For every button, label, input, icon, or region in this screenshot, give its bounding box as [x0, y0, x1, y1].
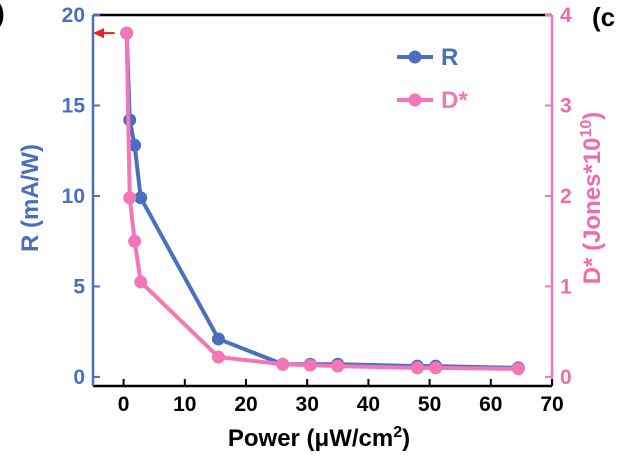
series-point-d-star	[429, 361, 443, 375]
x-tick-label: 70	[540, 393, 563, 416]
panel-mark: (c	[592, 2, 615, 32]
series-point-d-star	[120, 26, 134, 40]
x-tick-label: 60	[479, 393, 502, 416]
x-axis-title-end: )	[402, 425, 410, 452]
y-left-tick-label: 15	[62, 94, 86, 117]
series-point-d-star	[511, 362, 525, 376]
y-left-axis-title: R (mA/W)	[17, 144, 44, 252]
x-tick-label: 30	[296, 393, 319, 416]
series-point-d-star	[303, 358, 317, 372]
y-right-tick-label: 3	[560, 94, 572, 117]
series-point-d-star	[123, 191, 137, 205]
y-right-axis-title-sup: 10	[578, 120, 595, 138]
left-axis-arrow	[93, 28, 115, 39]
x-tick-label: 50	[418, 393, 441, 416]
arrow-head	[93, 28, 104, 39]
y-left-tick-label: 10	[62, 185, 85, 208]
y-right-tick-label: 4	[560, 4, 572, 27]
series-point-d-star	[128, 234, 142, 248]
series-point-d-star	[331, 359, 345, 373]
x-tick-label: 20	[234, 393, 257, 416]
legend-label-d-star: D*	[441, 87, 468, 114]
y-right-tick-label: 1	[560, 275, 572, 298]
x-tick-label: 10	[173, 393, 196, 416]
series-line-r	[124, 33, 519, 370]
x-tick-label: 0	[118, 393, 130, 416]
series-point-r	[128, 138, 142, 152]
series-point-d-star	[410, 361, 424, 375]
x-tick-label: 40	[357, 393, 380, 416]
y-left-tick-label: 5	[73, 275, 85, 298]
y-right-tick-label: 2	[560, 185, 572, 208]
series-point-r	[211, 332, 225, 346]
y-right-axis-title-end: )	[579, 112, 606, 120]
series-line-d-star	[124, 33, 519, 371]
series-point-d-star	[211, 350, 225, 364]
y-right-tick-label: 0	[560, 366, 572, 389]
legend-marker-r	[408, 50, 422, 64]
x-axis-title-sup: 2	[393, 424, 402, 441]
y-right-axis-title: D* (Jones*1010)	[578, 112, 606, 285]
axes-group: 0 10 20 30 40 50 60 70 0 5 10 15 20 0 1 2 3 4	[62, 4, 572, 416]
series-point-r	[134, 191, 148, 205]
series-point-d-star	[134, 275, 148, 289]
legend-label-r: R	[441, 44, 458, 71]
series-point-d-star	[276, 357, 290, 371]
legend-marker-d-star	[408, 93, 422, 107]
x-axis-title: Power (μW/cm2)	[228, 424, 410, 452]
legend: R D*	[397, 44, 468, 114]
y-left-tick-label: 20	[62, 4, 85, 27]
series-group	[93, 26, 525, 376]
y-left-tick-label: 0	[73, 366, 85, 389]
panel-mark-left: )	[0, 0, 5, 28]
